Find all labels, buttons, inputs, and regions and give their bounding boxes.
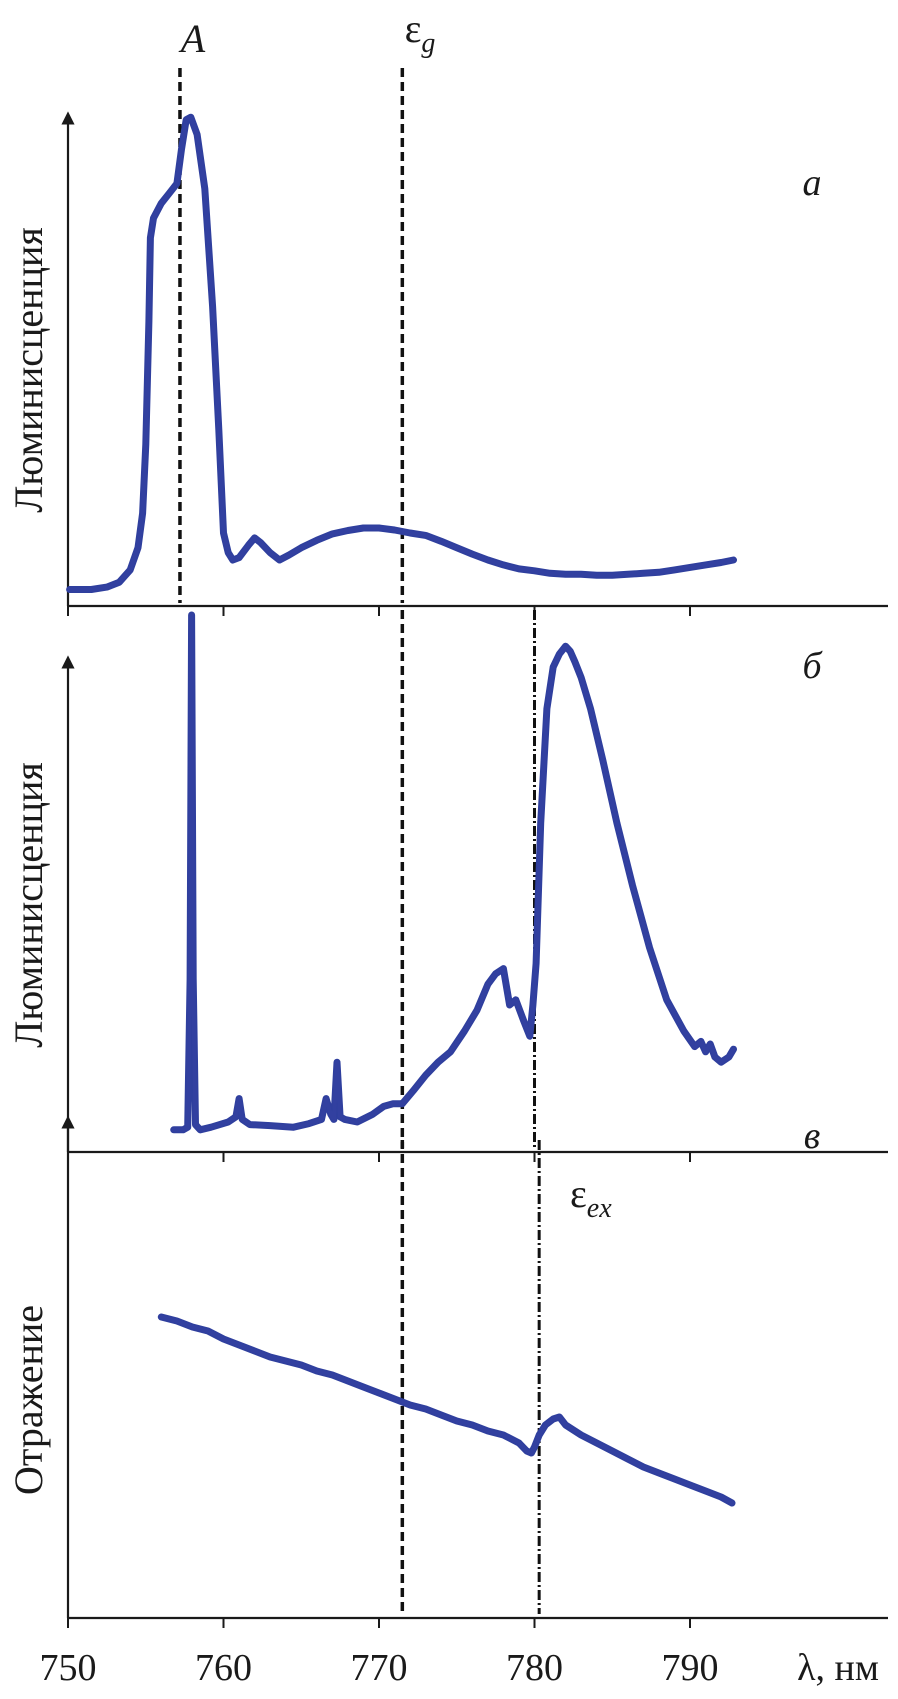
panel-b: Люминисценция б [6,610,888,1162]
x-tick-label-790: 790 [662,1647,719,1689]
x-ticks [67,1152,691,1162]
y-axis-label: Люминисценция [6,227,51,513]
x-tick-label-750: 750 [40,1647,97,1689]
series-line-0-core [67,115,736,592]
x-tick-label-780: 780 [506,1647,563,1689]
y-axis-label: Люминисценция [6,762,51,1048]
series [170,611,737,1134]
x-tick-labels: 750 760 770 780 790 [40,1647,719,1689]
series [66,113,737,593]
x-ticks [67,1618,691,1628]
panel-label: б [802,645,823,687]
y-axis-label: Отражение [6,1305,51,1495]
marker-label-a: A [178,16,206,61]
panel-v: Отражение в εex 750 760 770 780 790 λ, нм [6,1115,888,1689]
x-axis-label: λ, нм [797,1647,879,1689]
series-line-0-core [159,1315,734,1505]
x-tick-label-760: 760 [195,1647,252,1689]
x-tick-label-770: 770 [351,1647,408,1689]
series-line-0-core [171,613,736,1132]
series [157,1313,736,1507]
marker-label-eex: εex [570,1171,612,1224]
panel-label: а [803,162,822,204]
marker-lines [400,610,536,1148]
x-ticks [67,606,691,616]
series-line-0 [170,611,737,1134]
marker-label-eg: εg [405,6,436,59]
series-line-0 [157,1313,736,1507]
panel-a: Люминисценция а A εg [6,6,888,616]
panel-label: в [804,1115,821,1157]
marker-lines [400,1140,541,1614]
